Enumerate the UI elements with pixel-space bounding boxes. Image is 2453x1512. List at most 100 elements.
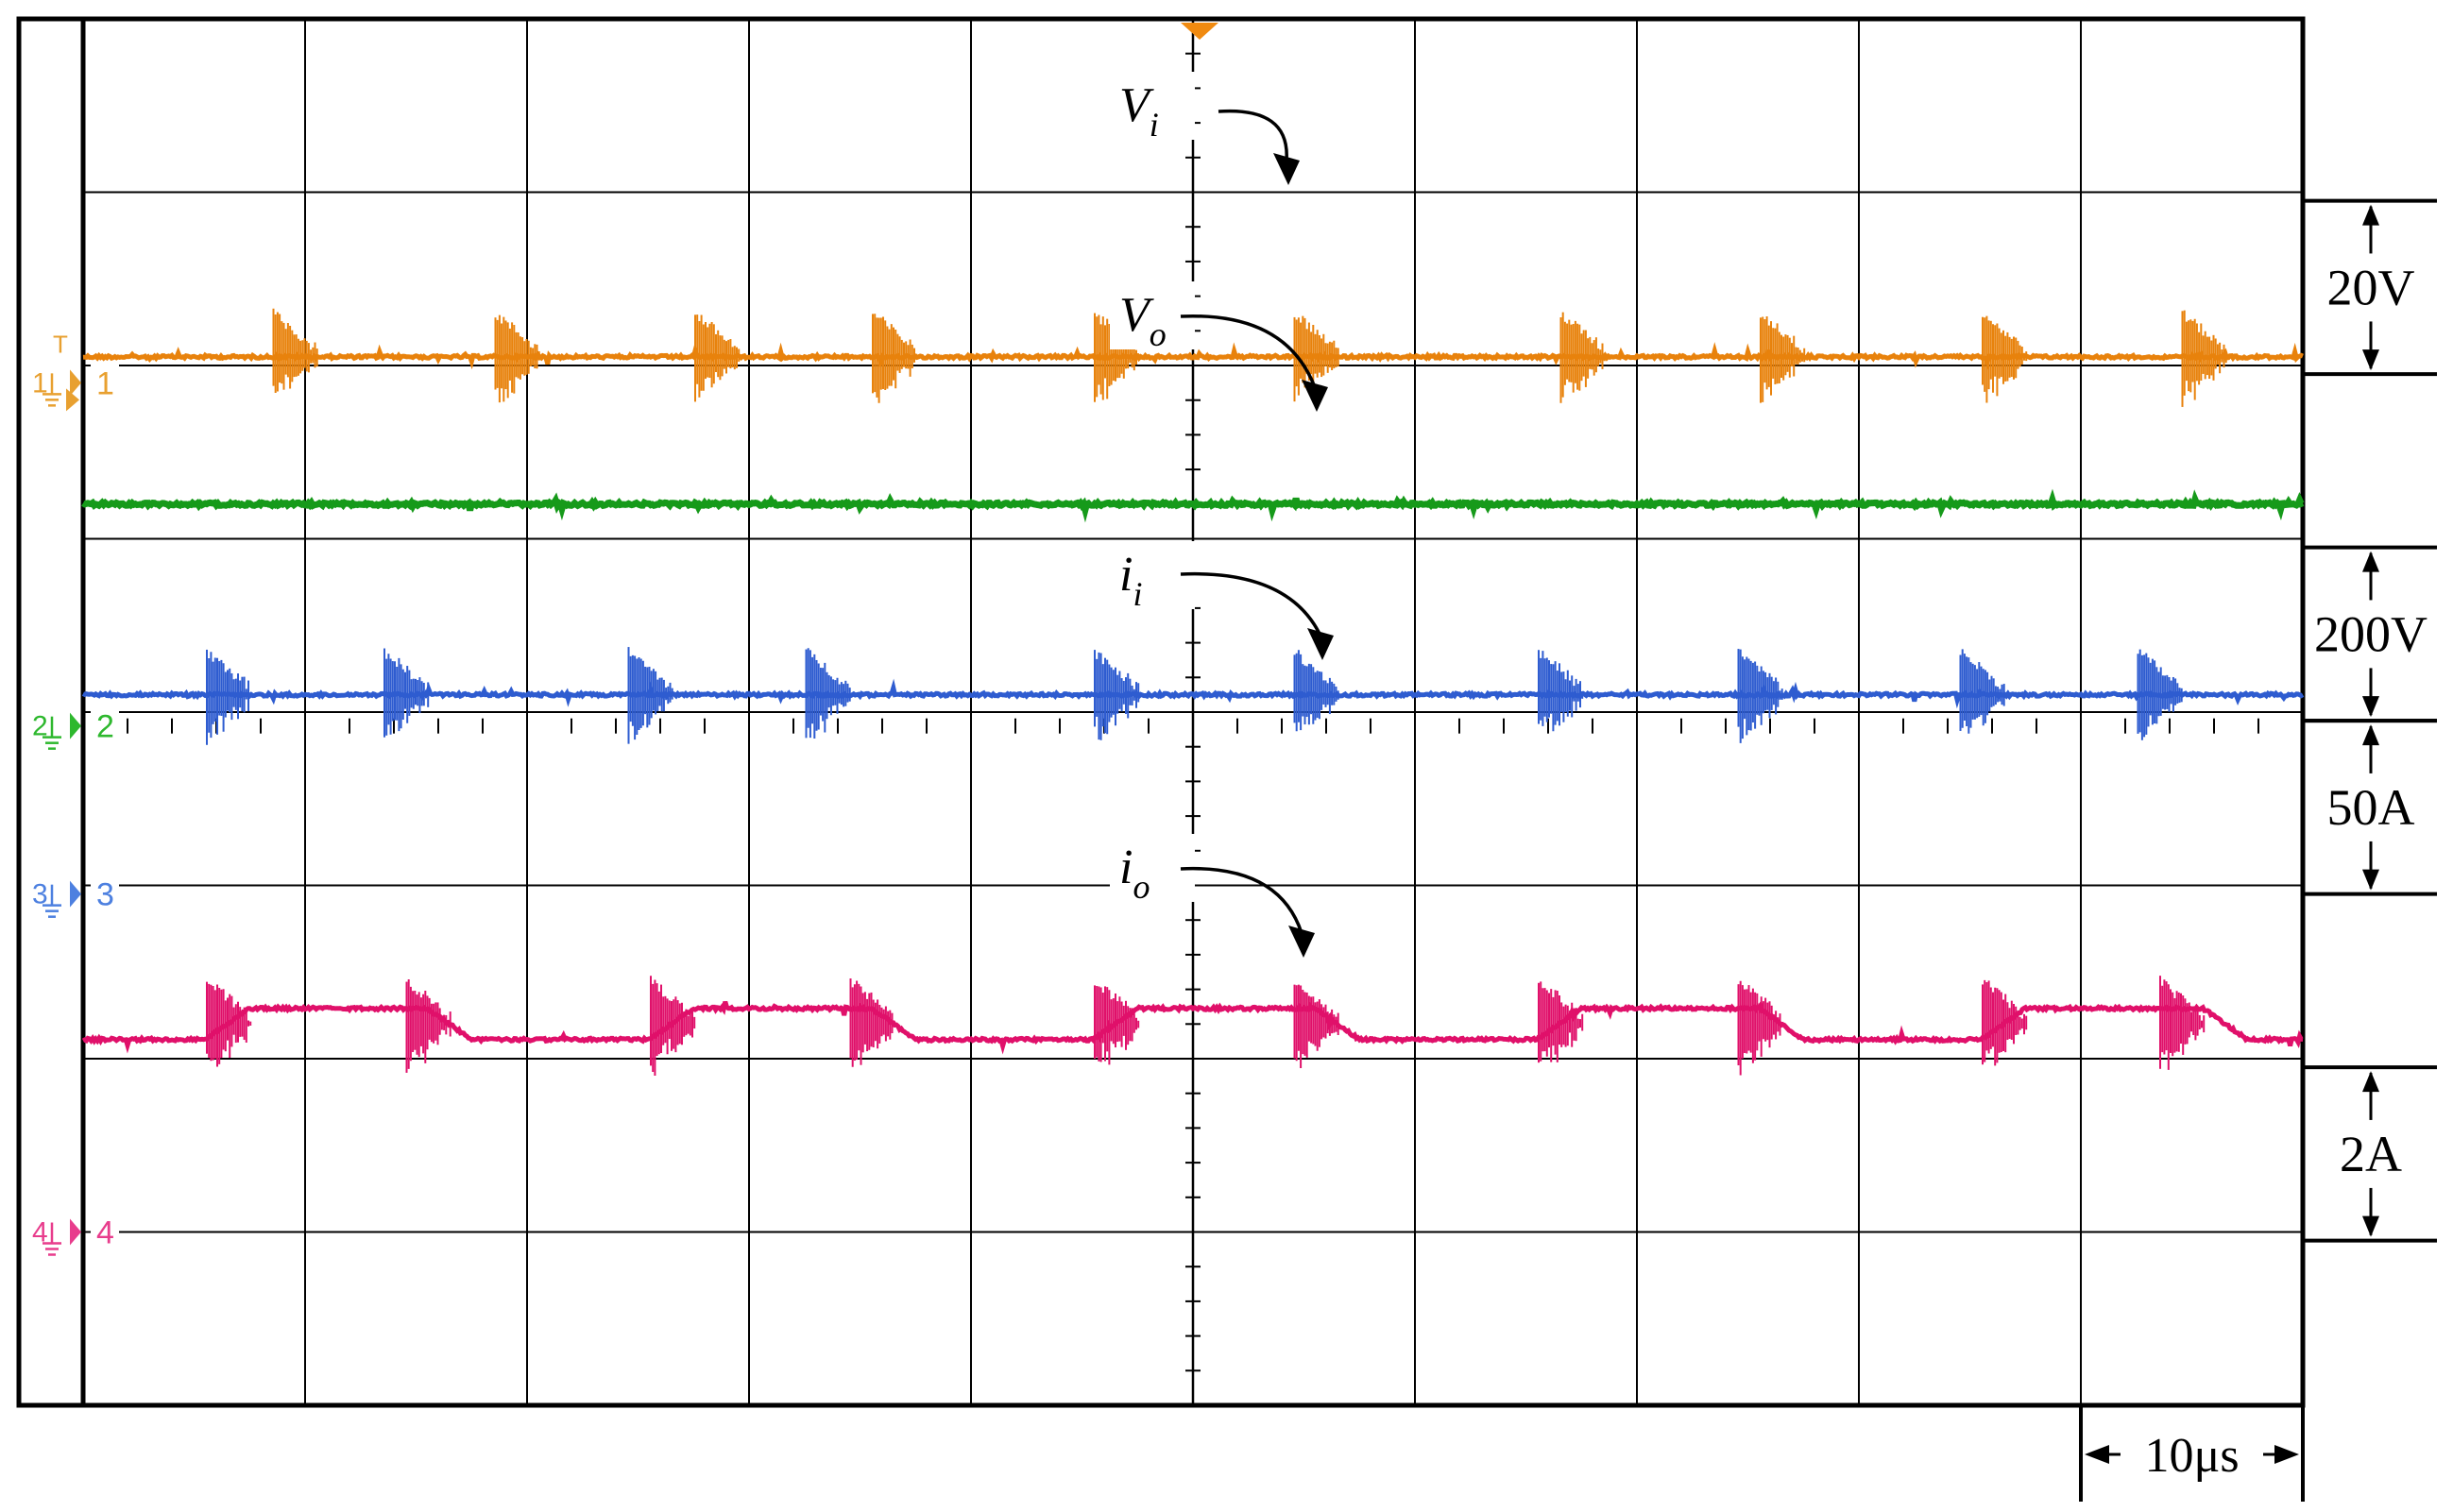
noise-burst-io	[2159, 976, 2206, 1070]
arrow-up-icon	[2362, 1071, 2379, 1093]
noise-burst-Vi	[694, 314, 741, 402]
arrowhead-icon	[1288, 926, 1315, 958]
label-text: ii	[1119, 548, 1142, 613]
arrow-up-icon	[2362, 724, 2379, 746]
channel-number-label: 3	[32, 879, 48, 910]
channel-number-label: 1	[32, 367, 48, 399]
trace-Vo	[81, 488, 2305, 523]
time-bar-label: 10μs	[2144, 1429, 2239, 1483]
arrow-up-icon	[2362, 204, 2379, 226]
label-io: io	[1110, 834, 1315, 958]
arrowhead-icon	[1302, 380, 1328, 412]
noise-burst-Vi	[1982, 315, 2028, 403]
arrow-up-icon	[2362, 551, 2379, 572]
noise-burst-ii	[805, 648, 851, 739]
noise-burst-io	[1293, 984, 1339, 1068]
label-text: Vi	[1119, 78, 1159, 144]
scale-bar-label: 50A	[2327, 779, 2415, 836]
channel-label-background	[91, 875, 119, 911]
noise-burst-Vi	[872, 314, 918, 403]
arrow-down-icon	[2362, 869, 2379, 891]
label-ii: ii	[1110, 541, 1334, 660]
noise-burst-io	[405, 979, 451, 1073]
noise-burst-ii	[627, 647, 673, 744]
label-background	[1110, 541, 1195, 609]
scale-bar-2a: 2A	[2303, 1065, 2437, 1243]
ground-arrow-icon	[70, 1218, 81, 1246]
noise-burst-ii	[1959, 649, 2005, 734]
ground-arrow-icon	[70, 712, 81, 739]
noise-burst-Vi	[1760, 316, 1806, 403]
label-arrow	[1180, 571, 1322, 637]
arrowhead-icon	[1273, 153, 1300, 185]
time-scale-bar: 10μs	[2079, 1405, 2305, 1502]
trace-io	[81, 999, 2304, 1055]
trigger-label: T	[53, 330, 68, 358]
noise-burst-ii	[1737, 649, 1783, 743]
scale-bar-label: 2A	[2340, 1126, 2402, 1182]
noise-burst-ii	[1094, 650, 1140, 740]
trace-ii	[81, 678, 2305, 709]
channel-number-label: 2	[96, 709, 114, 745]
trace-labels: Vi Vo ii io	[1110, 72, 1334, 958]
noise-burst-io	[1982, 979, 2028, 1066]
channel-number-label: 4	[32, 1217, 48, 1249]
noise-burst-io	[206, 981, 252, 1067]
trigger-position-marker	[1181, 23, 1218, 40]
channel-number-label: 2	[32, 711, 48, 742]
noise-burst-ii	[383, 648, 430, 738]
noise-burst-io	[650, 976, 696, 1077]
channel-label-background	[91, 706, 119, 743]
scale-bar-200v: 200V	[2303, 545, 2437, 723]
arrow-down-icon	[2362, 1215, 2379, 1237]
noise-burst-io	[1538, 981, 1584, 1063]
noise-burst-io	[1737, 980, 1783, 1076]
channel-label-background	[91, 1213, 119, 1249]
label-arrow	[1180, 866, 1303, 934]
arrow-down-icon	[2362, 696, 2379, 718]
label-arrow	[1180, 314, 1317, 388]
left-strip	[16, 16, 86, 1408]
scale-bar-label: 200V	[2314, 605, 2427, 662]
label-Vi: Vi	[1110, 72, 1300, 185]
arrow-down-icon	[2362, 349, 2379, 371]
noise-burst-ii	[206, 649, 252, 745]
label-background	[1110, 72, 1195, 140]
trigger-level-marker: T	[53, 330, 79, 412]
label-text: Vo	[1119, 288, 1167, 353]
trigger-arrow-icon	[66, 388, 79, 412]
arrowhead-icon	[1307, 628, 1334, 660]
noise-burst-ii	[1538, 650, 1584, 732]
label-arrow	[1218, 109, 1288, 161]
channel-number-label: 4	[96, 1215, 114, 1251]
channel-markers: 1 12 23 34 4T	[32, 330, 119, 1256]
scale-bar-label: 20V	[2327, 259, 2415, 315]
noise-burst-Vi	[272, 308, 318, 393]
scale-bars: 20V 200V 50A 2A	[2303, 198, 2437, 1243]
noise-burst-ii	[1293, 650, 1339, 732]
arrow-left-icon	[2085, 1445, 2109, 1464]
channel-number-label: 3	[96, 877, 114, 913]
scale-bar-20v: 20V	[2303, 198, 2437, 377]
ground-arrow-icon	[70, 369, 81, 397]
trace-Vi	[82, 342, 2304, 370]
noise-burst-Vi	[494, 314, 540, 403]
noise-burst-ii	[2137, 649, 2183, 740]
ground-arrow-icon	[70, 880, 81, 908]
noise-burst-Vi	[2181, 310, 2227, 407]
noise-burst-io	[1094, 985, 1140, 1065]
scale-bar-50a: 50A	[2303, 719, 2437, 896]
noise-burst-Vi	[1559, 312, 1606, 403]
noise-burst-io	[849, 978, 895, 1067]
label-text: io	[1119, 841, 1150, 906]
channel-label-background	[91, 364, 119, 400]
traces	[81, 308, 2305, 1077]
label-Vo: Vo	[1110, 281, 1328, 412]
arrow-right-icon	[2274, 1445, 2299, 1464]
channel-number-label: 1	[96, 365, 114, 401]
